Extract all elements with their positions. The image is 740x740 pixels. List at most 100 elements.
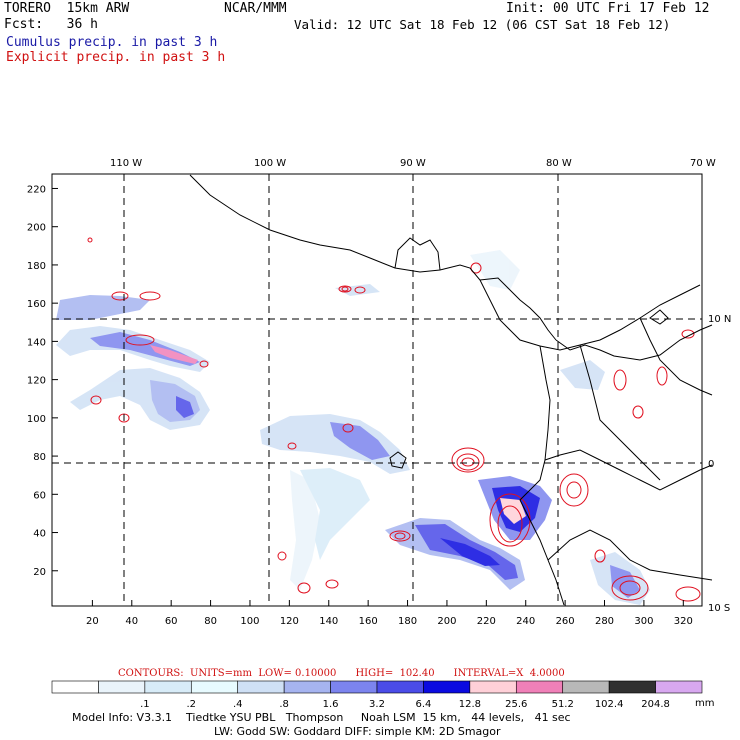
x-tick-label: 140 — [319, 616, 338, 627]
y-tick-label: 60 — [33, 490, 46, 501]
contour — [456, 453, 480, 471]
x-tick-label: 280 — [595, 616, 614, 627]
y-tick-label: 220 — [27, 184, 46, 195]
lon-label: 80 W — [546, 158, 572, 169]
colorbar-swatch — [469, 680, 517, 694]
precip-area — [176, 396, 194, 418]
x-tick-label: 20 — [86, 616, 99, 627]
colorbar-swatch — [51, 680, 99, 694]
lon-label: 110 W — [110, 158, 142, 169]
precip-area — [150, 345, 198, 364]
y-tick-label: 140 — [27, 337, 46, 348]
x-tick-label: 260 — [556, 616, 575, 627]
x-tick-label: 300 — [634, 616, 653, 627]
y-tick-label: 160 — [27, 299, 46, 310]
colorbar-swatch — [515, 680, 564, 694]
colorbar-swatch — [283, 680, 331, 694]
plot-frame — [51, 173, 703, 607]
colorbar-label: 1.6 — [323, 699, 339, 710]
y-tick-label: 200 — [27, 223, 46, 234]
colorbar-label: .8 — [279, 699, 289, 710]
precip-area — [500, 498, 526, 524]
contour — [566, 481, 582, 499]
field-label-cumulus: Cumulus precip. in past 3 h — [6, 35, 218, 50]
contour — [394, 532, 406, 540]
colorbar-label: 102.4 — [595, 699, 624, 710]
precip-area — [560, 360, 605, 390]
contour — [594, 549, 606, 563]
y-axis: 20 40 60 80 100 120 140 160 180 200 220 — [27, 184, 58, 578]
x-tick-label: 320 — [674, 616, 693, 627]
x-tick-label: 200 — [437, 616, 456, 627]
colorbar-swatch — [608, 680, 656, 694]
precip-area — [440, 538, 500, 566]
lon-label: 90 W — [400, 158, 426, 169]
contours-info: CONTOURS: UNITS=mm LOW= 0.10000 HIGH= 10… — [118, 668, 565, 679]
init-time: Init: 00 UTC Fri 17 Feb 12 — [506, 1, 710, 16]
contour — [389, 530, 411, 542]
contour — [139, 291, 161, 301]
colorbar-label: 3.2 — [369, 699, 385, 710]
colorbar-label: .1 — [140, 699, 150, 710]
contour — [90, 395, 102, 405]
contour — [611, 575, 649, 601]
valid-time: Valid: 12 UTC Sat 18 Feb 12 (06 CST Sat … — [294, 17, 671, 32]
explicit-precip-contours — [87, 237, 701, 602]
contour — [287, 442, 297, 450]
contour — [111, 291, 129, 301]
precip-area — [290, 470, 320, 590]
contour — [675, 586, 701, 602]
coastline — [547, 529, 713, 581]
colorbar-label: 51.2 — [552, 699, 574, 710]
x-axis: 20 40 60 80 100 120 140 160 180 200 220 240 260 280 30… — [86, 600, 693, 627]
contour — [497, 505, 523, 543]
colorbar-swatch — [190, 680, 239, 694]
contour — [338, 285, 352, 293]
contour — [613, 369, 627, 391]
colorbar-label: 6.4 — [415, 699, 431, 710]
field-label-explicit: Explicit precip. in past 3 h — [6, 50, 226, 65]
colorbar-label: 25.6 — [505, 699, 527, 710]
contour — [277, 551, 287, 561]
x-tick-label: 100 — [240, 616, 259, 627]
contour — [325, 579, 339, 589]
forecast-hour: Fcst: 36 h — [4, 17, 98, 32]
coastline — [479, 277, 557, 341]
contour — [297, 582, 311, 594]
x-tick-label: 160 — [359, 616, 378, 627]
precip-area — [56, 295, 150, 320]
contour — [559, 473, 589, 507]
colorbar-swatch — [98, 680, 146, 694]
y-tick-label: 20 — [33, 567, 46, 578]
y-tick-label: 40 — [33, 529, 46, 540]
x-tick-label: 220 — [477, 616, 496, 627]
coastline — [555, 324, 713, 361]
contour — [87, 237, 93, 243]
contour — [125, 334, 155, 346]
lat-labels: 10 N 0 10 S — [708, 314, 731, 614]
contour — [342, 423, 354, 433]
x-tick-label: 60 — [165, 616, 178, 627]
x-tick-label: 80 — [204, 616, 217, 627]
colorbar-swatch — [562, 680, 610, 694]
y-tick-label: 100 — [27, 414, 46, 425]
colorbar-unit: mm — [695, 698, 715, 709]
contour — [632, 405, 644, 419]
coastline — [394, 237, 441, 271]
colorbar-swatch — [330, 680, 378, 694]
lon-label: 70 W — [690, 158, 716, 169]
colorbar-swatch — [144, 680, 192, 694]
contour — [199, 360, 209, 368]
x-tick-label: 120 — [280, 616, 299, 627]
contour — [341, 286, 349, 292]
contour — [461, 457, 475, 467]
y-tick-label: 80 — [33, 452, 46, 463]
colorbar-label: .2 — [187, 699, 197, 710]
contour — [681, 329, 695, 339]
lat-label: 10 S — [708, 603, 730, 614]
coastline — [519, 345, 565, 606]
lon-labels: 110 W 100 W 90 W 80 W 70 W — [110, 158, 716, 169]
model-physics: LW: Godd SW: Goddard DIFF: simple KM: 2D… — [214, 725, 501, 738]
contour — [619, 580, 641, 596]
